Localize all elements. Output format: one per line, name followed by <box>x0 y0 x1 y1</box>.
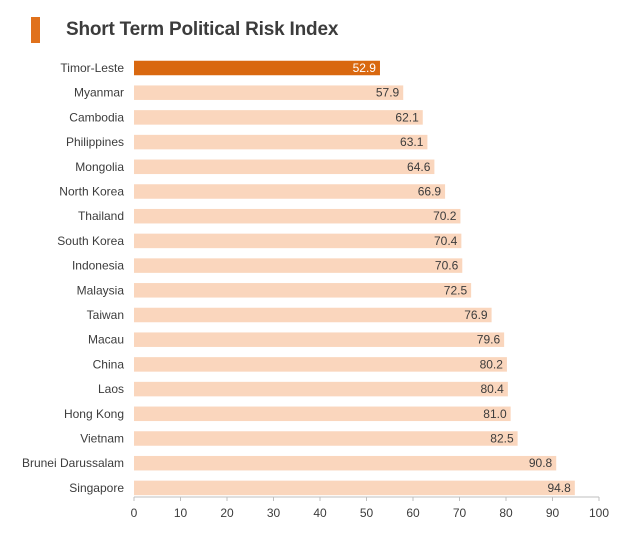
x-tick-label: 50 <box>360 506 374 520</box>
value-label-hong-kong: 81.0 <box>483 407 507 421</box>
category-label-brunei-darussalam: Brunei Darussalam <box>22 456 124 470</box>
category-label-hong-kong: Hong Kong <box>64 407 124 421</box>
category-label-myanmar: Myanmar <box>74 86 124 100</box>
bar-south-korea <box>134 233 462 249</box>
value-label-malaysia: 72.5 <box>444 283 468 297</box>
bar-indonesia <box>134 258 463 273</box>
value-label-taiwan: 76.9 <box>464 308 488 322</box>
value-label-north-korea: 66.9 <box>418 185 442 199</box>
value-label-laos: 80.4 <box>481 382 505 396</box>
category-label-indonesia: Indonesia <box>72 259 124 273</box>
bar-taiwan <box>134 307 492 323</box>
bar-macau <box>134 332 505 347</box>
bar-myanmar <box>134 85 404 100</box>
category-label-laos: Laos <box>98 382 124 396</box>
x-tick-label: 40 <box>313 506 327 520</box>
category-label-thailand: Thailand <box>78 209 124 223</box>
value-label-thailand: 70.2 <box>433 209 457 223</box>
bar-laos <box>134 381 508 397</box>
value-label-brunei-darussalam: 90.8 <box>529 456 553 470</box>
category-label-taiwan: Taiwan <box>87 308 124 322</box>
category-label-cambodia: Cambodia <box>69 110 124 124</box>
chart-title: Short Term Political Risk Index <box>66 19 339 40</box>
x-tick-label: 70 <box>453 506 467 520</box>
bar-north-korea <box>134 184 446 199</box>
x-tick-label: 0 <box>131 506 138 520</box>
x-tick-label: 60 <box>406 506 420 520</box>
value-label-vietnam: 82.5 <box>490 432 514 446</box>
value-label-cambodia: 62.1 <box>395 110 419 124</box>
value-label-myanmar: 57.9 <box>376 86 400 100</box>
value-label-south-korea: 70.4 <box>434 234 458 248</box>
value-label-china: 80.2 <box>480 357 504 371</box>
x-tick-label: 30 <box>267 506 281 520</box>
category-label-singapore: Singapore <box>69 481 124 495</box>
x-tick-label: 20 <box>220 506 234 520</box>
bar-malaysia <box>134 283 472 298</box>
category-label-vietnam: Vietnam <box>80 432 124 446</box>
category-label-mongolia: Mongolia <box>75 160 124 174</box>
bar-china <box>134 357 507 372</box>
value-label-philippines: 63.1 <box>400 135 424 149</box>
bar-thailand <box>134 208 461 224</box>
bar-philippines <box>134 134 428 150</box>
x-tick-label: 80 <box>499 506 513 520</box>
bar-singapore <box>134 480 575 496</box>
category-label-timor-leste: Timor-Leste <box>60 61 124 75</box>
x-tick-label: 90 <box>546 506 560 520</box>
value-label-macau: 79.6 <box>477 333 501 347</box>
x-tick-label: 100 <box>589 506 609 520</box>
bar-mongolia <box>134 159 435 175</box>
category-label-philippines: Philippines <box>66 135 124 149</box>
category-label-north-korea: North Korea <box>59 185 124 199</box>
bar-hong-kong <box>134 406 511 422</box>
category-label-macau: Macau <box>88 333 124 347</box>
value-label-mongolia: 64.6 <box>407 160 431 174</box>
bar-cambodia <box>134 110 423 125</box>
category-label-china: China <box>93 357 125 371</box>
bar-brunei-darussalam <box>134 455 557 471</box>
bar-timor-leste <box>134 60 380 76</box>
value-label-timor-leste: 52.9 <box>353 61 377 75</box>
x-tick-label: 10 <box>174 506 188 520</box>
value-label-singapore: 94.8 <box>547 481 571 495</box>
title-accent-bar <box>31 17 40 43</box>
value-label-indonesia: 70.6 <box>435 259 459 273</box>
category-label-malaysia: Malaysia <box>77 283 125 297</box>
bar-vietnam <box>134 431 518 446</box>
category-label-south-korea: South Korea <box>57 234 124 248</box>
